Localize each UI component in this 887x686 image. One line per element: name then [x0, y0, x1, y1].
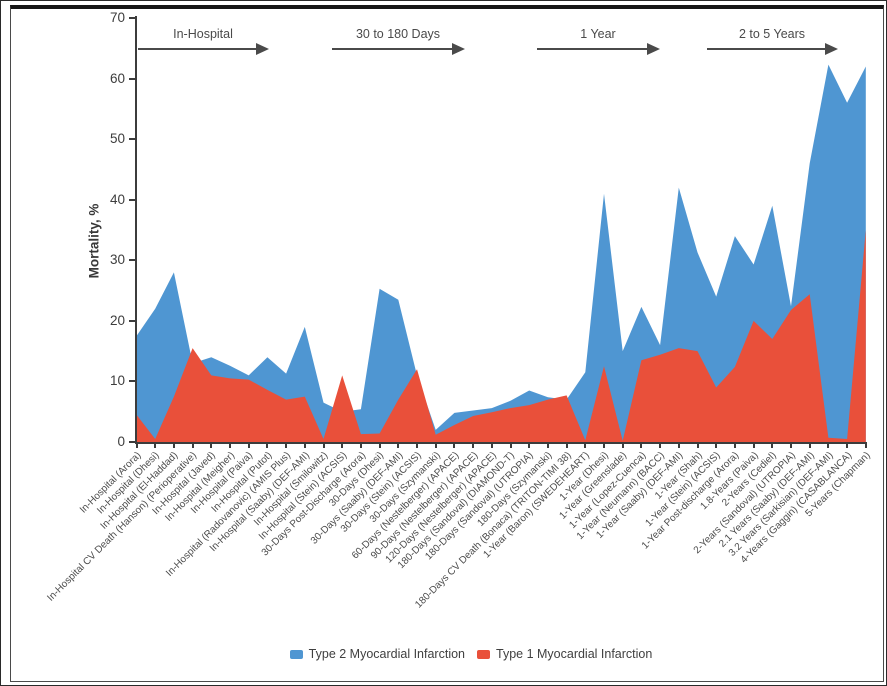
x-tick [359, 444, 362, 448]
arrow-right-icon [256, 43, 269, 55]
group-arrow-label: 30 to 180 Days [355, 27, 441, 41]
x-tick [677, 444, 680, 448]
x-axis-line [135, 442, 867, 444]
x-tick [864, 444, 867, 448]
y-tick [129, 380, 135, 383]
legend-label: Type 1 Myocardial Infarction [496, 647, 653, 661]
x-tick [621, 444, 624, 448]
arrow-right-icon [452, 43, 465, 55]
y-tick-label: 60 [109, 70, 125, 86]
group-arrow [332, 43, 465, 55]
y-tick [129, 198, 135, 201]
y-tick-label: 50 [109, 131, 125, 147]
arrow-right-icon [647, 43, 660, 55]
x-tick [154, 444, 157, 448]
y-tick-label: 0 [117, 434, 125, 449]
chart-legend: Type 2 Myocardial Infarction Type 1 Myoca… [1, 647, 886, 661]
x-tick [640, 444, 643, 448]
x-tick [490, 444, 493, 448]
legend-label: Type 2 Myocardial Infarction [308, 647, 465, 661]
x-tick [565, 444, 568, 448]
x-tick [303, 444, 306, 448]
y-tick-label: 30 [109, 252, 125, 268]
x-tick [378, 444, 381, 448]
x-tick [135, 444, 138, 448]
x-tick [584, 444, 587, 448]
group-arrow-line [332, 48, 454, 50]
x-tick [528, 444, 531, 448]
x-tick [659, 444, 662, 448]
x-tick [191, 444, 194, 448]
group-arrow-line [707, 48, 827, 50]
y-tick-label: 10 [109, 373, 125, 389]
group-arrow-line [138, 48, 258, 50]
x-tick [416, 444, 418, 448]
type2-mi-area [136, 64, 866, 442]
x-tick [733, 444, 736, 448]
x-tick [210, 444, 213, 448]
x-tick [827, 444, 830, 448]
group-arrow-line [537, 48, 649, 50]
y-axis-line [135, 16, 137, 444]
y-tick-label: 40 [109, 191, 125, 207]
y-tick [129, 138, 135, 141]
x-tick [846, 444, 849, 448]
x-tick [603, 444, 605, 448]
x-tick [322, 444, 325, 448]
y-tick-label: 20 [109, 312, 125, 328]
x-tick [752, 444, 755, 448]
arrow-right-icon [825, 43, 838, 55]
x-tick [341, 444, 344, 448]
type1-mi-area [136, 230, 866, 442]
y-tick [129, 17, 135, 19]
x-tick [172, 444, 175, 448]
x-tick [696, 444, 699, 448]
x-tick [434, 444, 437, 448]
y-tick [129, 441, 135, 443]
x-tick [266, 444, 269, 448]
x-tick [229, 444, 231, 448]
group-arrow-label: 1 Year [580, 27, 616, 41]
x-tick [546, 444, 549, 448]
y-tick [129, 259, 135, 262]
legend-swatch [477, 649, 490, 659]
x-tick [285, 444, 288, 448]
x-tick [771, 444, 774, 448]
x-tick [472, 444, 475, 448]
x-tick [808, 444, 811, 448]
x-tick [397, 444, 400, 448]
group-arrow-label: 2 to 5 Years [738, 27, 806, 41]
legend-item-type2-mi: Type 2 Myocardial Infarction [289, 647, 465, 661]
y-tick [129, 77, 135, 80]
group-arrow-label: In-Hospital [173, 27, 233, 41]
y-tick-label: 70 [109, 10, 125, 25]
group-arrow [707, 43, 838, 55]
x-tick [715, 444, 718, 448]
group-arrow [138, 43, 269, 55]
x-tick [453, 444, 456, 448]
group-arrow [537, 43, 660, 55]
x-tick [790, 444, 792, 448]
y-tick [129, 319, 135, 322]
legend-swatch [289, 649, 303, 659]
x-tick [247, 444, 250, 448]
legend-item-type1-mi: Type 1 Myocardial Infarction [477, 647, 652, 661]
x-tick [509, 444, 512, 448]
